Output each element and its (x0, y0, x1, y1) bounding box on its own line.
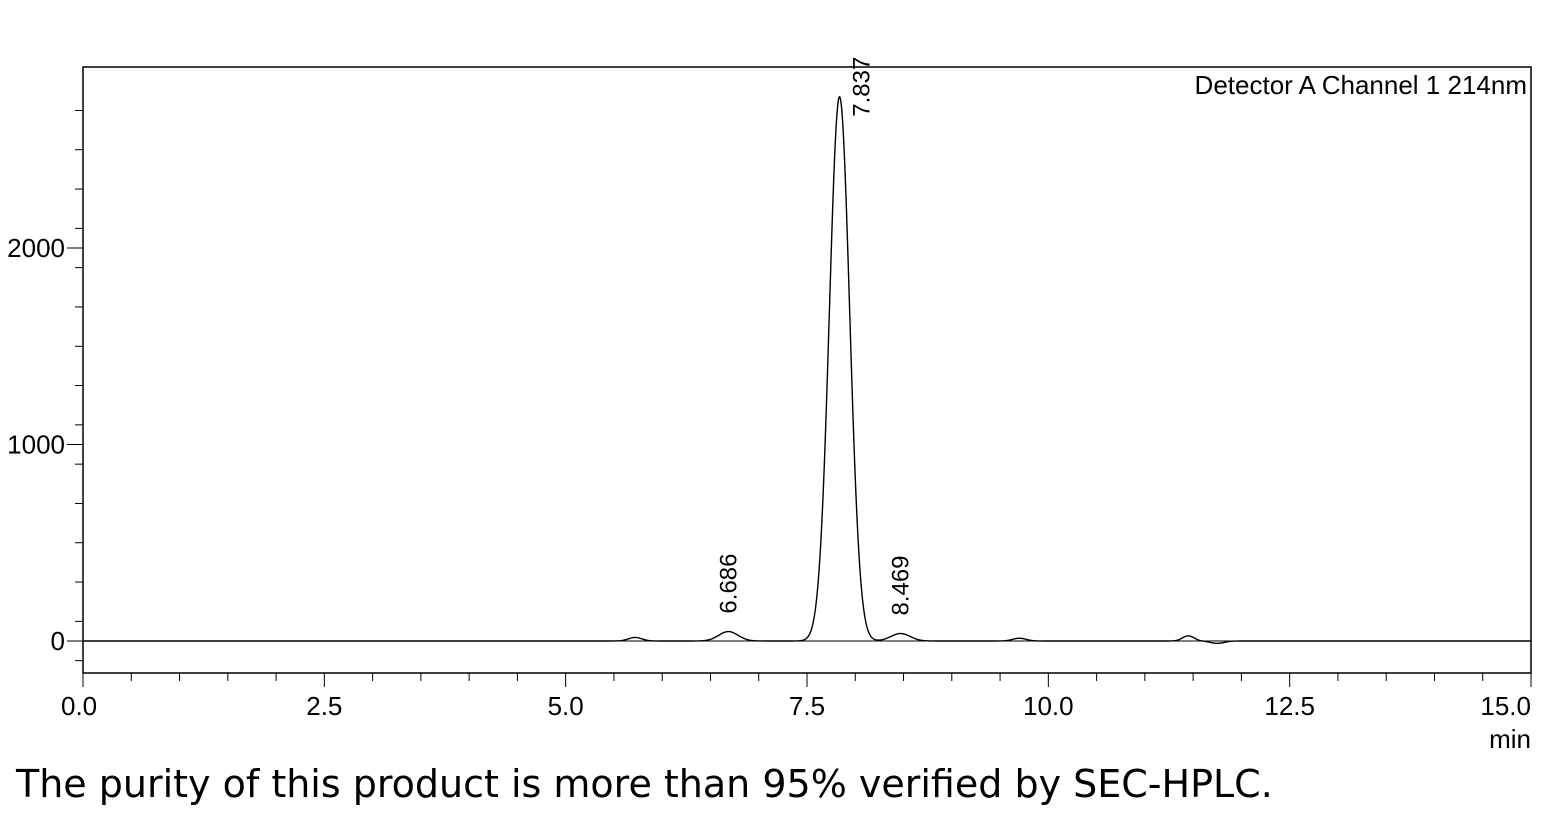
x-axis: 0.0 2.5 5.0 7.5 10.0 12.5 15.0 (61, 673, 1532, 721)
chromatogram-chart: 0 1000 2000 0.0 2.5 5.0 7.5 10.0 12.5 15.0 6.686… (7, 57, 1532, 754)
purity-caption: The purity of this product is more than … (16, 762, 1273, 806)
x-tick-label: 5.0 (548, 691, 584, 721)
x-axis-unit: min (1489, 724, 1531, 754)
peak-labels: 6.686 7.837 8.469 (715, 57, 914, 616)
y-tick-label: 2000 (7, 233, 65, 263)
x-tick-label: 12.5 (1264, 691, 1315, 721)
x-tick-label: 2.5 (306, 691, 342, 721)
peak-rt-label: 6.686 (715, 554, 742, 614)
x-tick-label: 10.0 (1023, 691, 1074, 721)
x-tick-label: 0.0 (61, 691, 97, 721)
y-tick-label: 0 (51, 626, 65, 656)
peak-rt-label: 7.837 (849, 57, 876, 117)
x-tick-label: 15.0 (1480, 691, 1531, 721)
chromatogram-trace (83, 95, 1531, 645)
peak-rt-label: 8.469 (888, 555, 915, 615)
plot-frame (82, 66, 1532, 674)
x-tick-label: 7.5 (789, 691, 825, 721)
y-axis: 0 1000 2000 (7, 109, 83, 662)
y-tick-label: 1000 (7, 430, 65, 460)
channel-label: Detector A Channel 1 214nm (1195, 70, 1527, 100)
